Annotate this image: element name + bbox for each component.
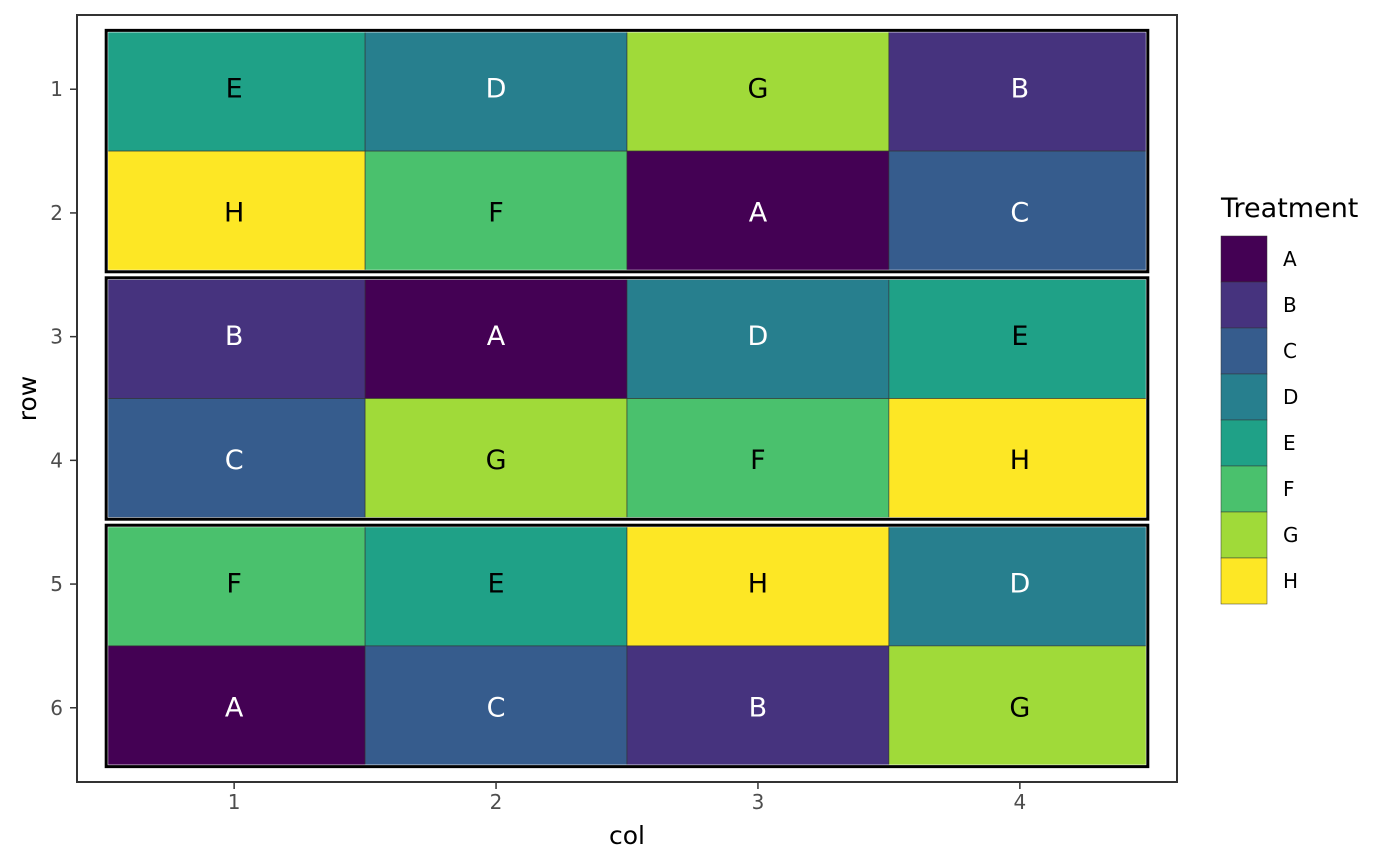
cell-r5-c3 [626, 521, 890, 647]
cell-label-r5-c2: E [488, 569, 505, 600]
cell-r2-c3 [626, 150, 890, 276]
block-outline-1 [104, 28, 1150, 274]
cell-label-r1-c1: E [226, 74, 243, 105]
legend-label-H: H [1283, 569, 1298, 593]
cell-r2-c4 [888, 150, 1152, 276]
legend-label-F: F [1283, 477, 1295, 501]
legend-key-D [1220, 373, 1268, 421]
cell-r1-c2 [364, 27, 628, 152]
y-tick-label-4: 4 [50, 448, 63, 472]
cell-r5-c1 [102, 521, 366, 647]
cell-label-r5-c3: H [748, 569, 768, 600]
cell-label-r1-c4: B [1011, 74, 1030, 105]
cell-label-r4-c2: G [486, 445, 507, 476]
cell-label-r3-c4: E [1011, 321, 1028, 352]
y-tick-label-5: 5 [50, 572, 63, 596]
legend-label-D: D [1283, 385, 1298, 409]
cell-r5-c2 [364, 521, 628, 647]
block-outline-3 [104, 523, 1150, 769]
cell-r2-c2 [364, 150, 628, 276]
x-tick-label-2: 2 [490, 790, 503, 814]
cell-label-r2-c3: A [749, 197, 768, 228]
x-tick-label-4: 4 [1013, 790, 1026, 814]
cell-r1-c4 [888, 27, 1152, 152]
cell-label-r6-c3: B [749, 692, 768, 723]
cell-r6-c1 [102, 645, 366, 770]
cell-label-r2-c4: C [1010, 197, 1029, 228]
legend-key-E [1220, 419, 1268, 467]
x-tick-label-3: 3 [752, 790, 765, 814]
legend-key-A [1220, 235, 1268, 283]
x-axis: 1 2 3 4 [228, 782, 1026, 814]
cell-r4-c4 [888, 398, 1152, 523]
cell-label-r6-c4: G [1009, 692, 1030, 723]
block-outline-2 [104, 276, 1150, 521]
cell-label-r4-c3: F [750, 445, 766, 476]
cell-r3-c2 [364, 274, 628, 399]
y-tick-label-3: 3 [50, 325, 63, 349]
cell-label-r2-c1: H [224, 197, 244, 228]
cell-r1-c1 [102, 27, 366, 152]
cell-label-r6-c1: A [225, 692, 244, 723]
cell-r5-c4 [888, 521, 1152, 647]
panel-border [76, 14, 1178, 783]
cell-label-r3-c3: D [748, 321, 769, 352]
legend-title: Treatment [1220, 193, 1358, 224]
cell-label-r5-c1: F [226, 569, 242, 600]
legend-key-B [1220, 281, 1268, 329]
cell-label-r3-c2: A [487, 321, 506, 352]
x-axis-title: col [609, 821, 645, 850]
cell-r6-c3 [626, 645, 890, 770]
cell-label-r6-c2: C [487, 692, 506, 723]
legend-label-A: A [1283, 247, 1297, 271]
cell-label-r2-c2: F [488, 197, 504, 228]
legend-label-E: E [1283, 431, 1296, 455]
y-axis-title: row [13, 376, 42, 421]
legend-label-B: B [1283, 293, 1297, 317]
cell-label-r4-c4: H [1010, 445, 1030, 476]
cell-label-r5-c4: D [1009, 569, 1030, 600]
y-axis: 1 2 3 4 5 6 [50, 77, 77, 720]
cell-label-r4-c1: C [225, 445, 244, 476]
plot-cells: E D G B H F A C B A D E C G F H F E H D A C B G [102, 27, 1152, 770]
cell-r4-c1 [102, 398, 366, 523]
legend-key-G [1220, 511, 1268, 559]
block-outlines [102, 26, 1152, 771]
x-tick-label-1: 1 [228, 790, 241, 814]
legend-key-H [1220, 557, 1268, 605]
cell-r2-c1 [102, 150, 366, 276]
legend-label-G: G [1283, 523, 1299, 547]
legend-key-F [1220, 465, 1268, 513]
cell-label-r3-c1: B [225, 321, 244, 352]
y-tick-label-6: 6 [50, 696, 63, 720]
legend-label-C: C [1283, 339, 1297, 363]
legend-key-C [1220, 327, 1268, 375]
cell-label-r1-c2: D [486, 74, 507, 105]
y-tick-label-2: 2 [50, 201, 63, 225]
cell-r4-c2 [364, 398, 628, 523]
cell-r4-c3 [626, 398, 890, 523]
y-tick-label-1: 1 [50, 77, 63, 101]
cell-r3-c4 [888, 274, 1152, 399]
cell-label-r1-c3: G [747, 74, 768, 105]
cell-r6-c2 [364, 645, 628, 770]
